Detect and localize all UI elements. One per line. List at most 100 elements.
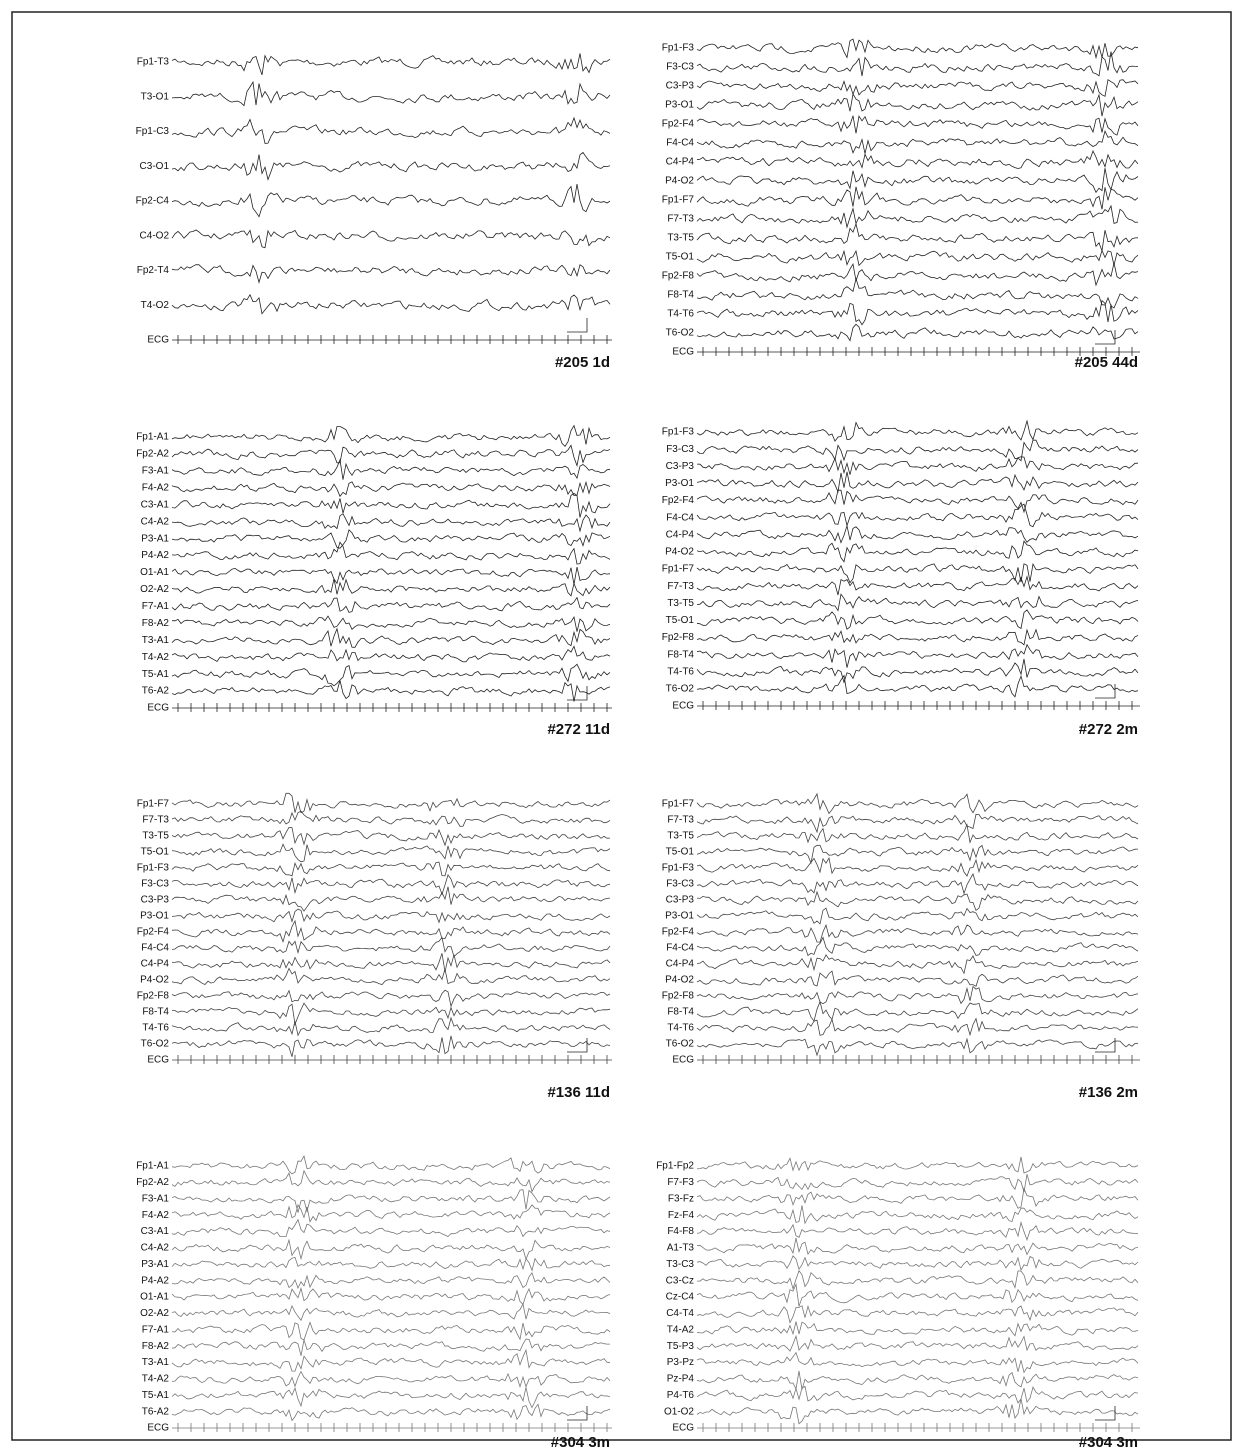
channel-label: A1-T3 [667, 1243, 695, 1254]
eeg-trace [172, 703, 612, 712]
channel-label: T6-O2 [666, 684, 695, 695]
channel-label: P4-O2 [140, 975, 169, 986]
eeg-trace [172, 426, 610, 447]
eeg-trace [697, 610, 1138, 629]
channel-label: T5-P3 [667, 1341, 695, 1352]
eeg-trace [697, 1002, 1138, 1021]
channel-label: F8-T4 [142, 1007, 169, 1018]
channel-label: F4-A2 [142, 1210, 170, 1221]
eeg-trace [697, 421, 1138, 441]
channel-label: T3-O1 [141, 91, 170, 102]
eeg-trace [172, 230, 610, 248]
channel-label: F8-T4 [667, 649, 694, 660]
channel-label: P4-O2 [665, 176, 694, 187]
channel-label: C3-A1 [141, 1226, 170, 1237]
eeg-trace [697, 1157, 1138, 1173]
channel-label: ECG [672, 347, 694, 358]
eeg-trace [697, 251, 1138, 266]
eeg-trace [172, 1003, 610, 1024]
channel-label: F4-C4 [666, 512, 694, 523]
eeg-trace [172, 1220, 610, 1237]
eeg-trace [172, 598, 610, 613]
channel-label: C4-T4 [666, 1308, 694, 1319]
channel-label: C3-P3 [666, 461, 695, 472]
eeg-trace [697, 457, 1138, 475]
panel-caption: #136 2m [1079, 1084, 1138, 1101]
eeg-trace [172, 184, 610, 217]
channel-label: Fz-F4 [668, 1210, 695, 1221]
eeg-trace [697, 1238, 1138, 1254]
channel-label: P3-Pz [667, 1357, 694, 1368]
channel-label: Fp1-F7 [662, 195, 695, 206]
eeg-trace [172, 909, 610, 922]
calibration-bar [1095, 1038, 1115, 1052]
eeg-trace [697, 701, 1140, 710]
channel-label: C3-P3 [141, 895, 170, 906]
channel-label: Fp1-A1 [136, 432, 169, 443]
calibration-bar [567, 686, 587, 700]
panel-caption: #304 3m [551, 1434, 610, 1451]
eeg-trace [172, 875, 610, 894]
eeg-trace [697, 1205, 1138, 1223]
eeg-trace [172, 953, 610, 972]
eeg-trace [172, 938, 610, 957]
channel-label: T3-T5 [142, 831, 169, 842]
channel-label: C3-P3 [666, 895, 695, 906]
panel-caption: #272 2m [1079, 721, 1138, 738]
eeg-trace [697, 504, 1138, 527]
channel-label: C4-O2 [140, 230, 170, 241]
eeg-trace [172, 1273, 610, 1288]
eeg-trace [697, 324, 1138, 340]
eeg-trace [172, 811, 610, 826]
channel-label: F4-F8 [667, 1226, 694, 1237]
eeg-trace [697, 131, 1138, 154]
eeg-trace [172, 616, 610, 632]
channel-label: F4-C4 [666, 138, 694, 149]
channel-label: Fp1-F7 [662, 799, 695, 810]
eeg-trace [697, 845, 1138, 863]
channel-label: T4-T6 [142, 1023, 169, 1034]
eeg-trace [697, 1353, 1138, 1373]
channel-label: F8-A2 [142, 618, 170, 629]
eeg-trace [697, 858, 1138, 876]
eeg-trace [697, 1039, 1138, 1055]
channel-label: T3-C3 [666, 1259, 694, 1270]
channel-label: Fp1-F3 [662, 863, 695, 874]
eeg-trace [697, 1336, 1138, 1351]
channel-label: ECG [672, 701, 694, 712]
channel-label: ECG [672, 1423, 694, 1434]
channel-label: F3-C3 [666, 879, 694, 890]
eeg-trace [172, 567, 610, 585]
channel-label: C4-P4 [666, 959, 695, 970]
channel-label: T6-A2 [142, 686, 170, 697]
eeg-trace [172, 664, 610, 686]
eeg-trace [172, 1423, 612, 1432]
panel-caption: #205 44d [1075, 354, 1138, 371]
eeg-trace [697, 490, 1138, 512]
channel-label: Fp2-T4 [137, 265, 170, 276]
eeg-trace [697, 1322, 1138, 1336]
eeg-trace [172, 493, 610, 517]
eeg-trace [697, 577, 1138, 595]
eeg-trace [697, 526, 1138, 543]
channel-label: Fp1-C3 [136, 126, 170, 137]
eeg-trace [172, 1339, 610, 1356]
channel-label: T6-O2 [666, 1039, 695, 1050]
channel-label: O2-A2 [140, 584, 169, 595]
channel-label: T3-T5 [667, 598, 694, 609]
eeg-trace [697, 80, 1138, 97]
calibration-bar [567, 1406, 587, 1420]
eeg-trace [172, 1205, 610, 1222]
eeg-trace [697, 1371, 1138, 1390]
eeg-trace [172, 542, 610, 564]
eeg-trace [697, 971, 1138, 986]
eeg-trace [172, 482, 610, 496]
channel-label: Fp1-F3 [662, 43, 695, 54]
channel-label: F8-T4 [667, 290, 694, 301]
eeg-trace [697, 630, 1138, 645]
eeg-trace [697, 1055, 1140, 1064]
eeg-trace [697, 1284, 1138, 1306]
eeg-trace [172, 827, 610, 845]
eeg-trace [172, 629, 610, 648]
eeg-trace [172, 990, 610, 1006]
